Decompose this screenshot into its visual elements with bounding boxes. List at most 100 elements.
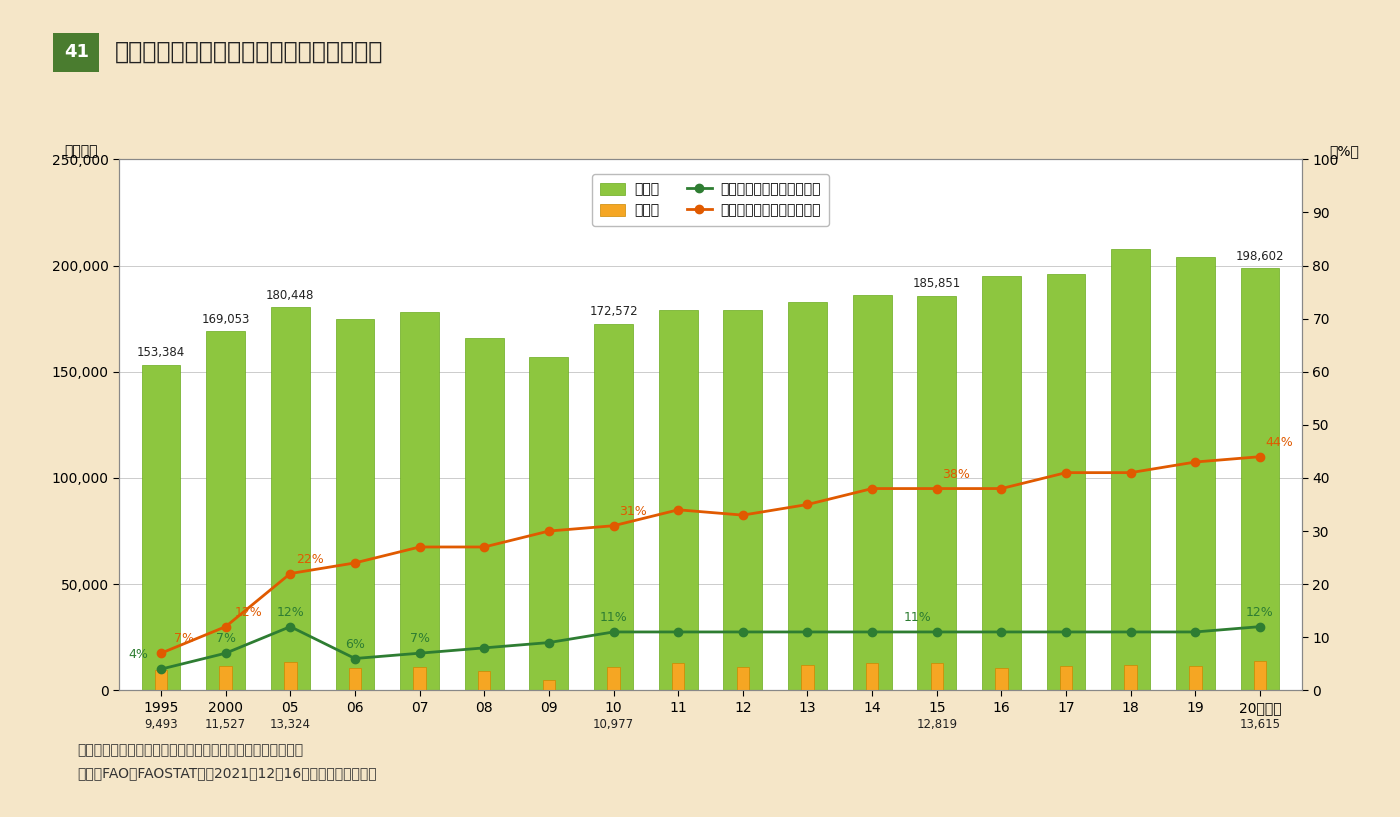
Text: 7%: 7% <box>174 632 193 645</box>
Text: 13,324: 13,324 <box>270 718 311 731</box>
Bar <box>736 667 749 690</box>
消費量に占める中国の割合 <box>540 637 557 647</box>
消費量に占める中国の割合 <box>1252 622 1268 632</box>
消費量に占める中国の割合 <box>1123 627 1140 637</box>
Bar <box>543 680 554 690</box>
輸入量に占める中国の割合 <box>540 526 557 536</box>
輸入量に占める中国の割合 <box>605 521 622 531</box>
Text: 6%: 6% <box>344 637 365 650</box>
Bar <box>788 301 827 690</box>
Bar <box>672 663 685 690</box>
Bar <box>853 295 892 690</box>
Text: 172,572: 172,572 <box>589 306 638 319</box>
消費量に占める中国の割合 <box>281 622 298 632</box>
消費量に占める中国の割合 <box>993 627 1009 637</box>
Text: 22%: 22% <box>295 552 323 565</box>
Bar <box>272 307 309 690</box>
輸入量に占める中国の割合 <box>1057 467 1074 477</box>
消費量に占める中国の割合 <box>476 643 493 653</box>
輸入量に占める中国の割合 <box>669 505 686 515</box>
Bar <box>931 663 944 690</box>
Bar <box>413 667 426 690</box>
Bar <box>659 310 697 690</box>
輸入量に占める中国の割合 <box>864 484 881 493</box>
Text: 153,384: 153,384 <box>137 346 185 359</box>
Text: 198,602: 198,602 <box>1236 250 1284 263</box>
Text: 9,493: 9,493 <box>144 718 178 731</box>
Text: 11,527: 11,527 <box>206 718 246 731</box>
Bar <box>801 665 813 690</box>
消費量に占める中国の割合 <box>799 627 816 637</box>
消費量に占める中国の割合 <box>864 627 881 637</box>
Bar <box>141 364 181 690</box>
Text: 185,851: 185,851 <box>913 277 960 290</box>
Text: 7%: 7% <box>216 632 235 645</box>
Bar <box>917 296 956 690</box>
Bar <box>995 668 1008 690</box>
Text: 4%: 4% <box>129 648 148 661</box>
Text: 180,448: 180,448 <box>266 288 315 301</box>
消費量に占める中国の割合 <box>1187 627 1204 637</box>
Bar <box>1047 274 1085 690</box>
輸入量に占める中国の割合 <box>1187 458 1204 467</box>
Text: 10,977: 10,977 <box>594 718 634 731</box>
Bar <box>400 312 440 690</box>
Bar <box>1124 665 1137 690</box>
Bar <box>1176 257 1215 690</box>
Bar <box>1112 248 1149 690</box>
Line: 消費量に占める中国の割合: 消費量に占める中国の割合 <box>157 623 1264 673</box>
輸入量に占める中国の割合 <box>1123 467 1140 477</box>
消費量に占める中国の割合 <box>605 627 622 637</box>
Text: （%）: （%） <box>1329 144 1359 158</box>
Text: 12%: 12% <box>276 605 304 618</box>
Bar <box>1060 666 1072 690</box>
Bar <box>336 319 374 690</box>
輸入量に占める中国の割合 <box>993 484 1009 493</box>
Text: 11%: 11% <box>599 611 627 624</box>
Bar <box>220 666 232 690</box>
Text: 注：消費量は生産量に輸入量を加え、輸出量を除いたもの。: 注：消費量は生産量に輸入量を加え、輸出量を除いたもの。 <box>77 743 304 757</box>
Bar <box>594 324 633 690</box>
Bar <box>529 357 568 690</box>
Text: 資料：FAO「FAOSTAT」ﾈ2021年12月16日現在有効なものﾉ: 資料：FAO「FAOSTAT」ﾈ2021年12月16日現在有効なものﾉ <box>77 766 377 780</box>
輸入量に占める中国の割合 <box>153 649 169 659</box>
Bar <box>1240 269 1280 690</box>
Bar <box>724 310 762 690</box>
輸入量に占める中国の割合 <box>281 569 298 578</box>
Bar <box>206 331 245 690</box>
Text: 12,819: 12,819 <box>916 718 958 731</box>
消費量に占める中国の割合 <box>928 627 945 637</box>
Bar <box>1254 662 1266 690</box>
Bar <box>477 672 490 690</box>
消費量に占める中国の割合 <box>347 654 364 663</box>
Bar <box>465 337 504 690</box>
輸入量に占める中国の割合 <box>412 542 428 552</box>
輸入量に占める中国の割合 <box>217 622 234 632</box>
Text: 12%: 12% <box>1246 605 1274 618</box>
Line: 輸入量に占める中国の割合: 輸入量に占める中国の割合 <box>157 453 1264 658</box>
Text: 169,053: 169,053 <box>202 313 249 326</box>
Text: 41: 41 <box>64 43 88 61</box>
Text: 38%: 38% <box>942 467 970 480</box>
Bar <box>284 662 297 690</box>
輸入量に占める中国の割合 <box>735 510 752 520</box>
Legend: 消費量, 輸入量, 消費量に占める中国の割合, 輸入量に占める中国の割合: 消費量, 輸入量, 消費量に占める中国の割合, 輸入量に占める中国の割合 <box>592 174 829 225</box>
消費量に占める中国の割合 <box>735 627 752 637</box>
輸入量に占める中国の割合 <box>799 499 816 510</box>
Text: 31%: 31% <box>619 505 647 518</box>
Text: 11%: 11% <box>903 611 931 624</box>
Bar <box>349 668 361 690</box>
消費量に占める中国の割合 <box>1057 627 1074 637</box>
Bar <box>981 276 1021 690</box>
Text: 44%: 44% <box>1266 435 1294 449</box>
消費量に占める中国の割合 <box>217 649 234 659</box>
Text: 7%: 7% <box>410 632 430 645</box>
Bar <box>867 663 878 690</box>
輸入量に占める中国の割合 <box>1252 452 1268 462</box>
Text: 13,615: 13,615 <box>1239 718 1281 731</box>
消費量に占める中国の割合 <box>412 649 428 659</box>
消費量に占める中国の割合 <box>669 627 686 637</box>
輸入量に占める中国の割合 <box>476 542 493 552</box>
Text: 12%: 12% <box>234 605 262 618</box>
輸入量に占める中国の割合 <box>347 558 364 568</box>
